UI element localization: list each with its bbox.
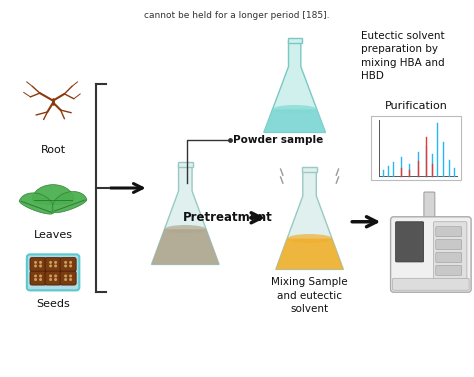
Circle shape [70, 265, 72, 267]
Circle shape [50, 265, 51, 267]
Circle shape [65, 265, 66, 267]
FancyBboxPatch shape [371, 115, 461, 180]
FancyBboxPatch shape [30, 257, 46, 271]
Bar [302, 167, 317, 172]
Circle shape [65, 262, 66, 263]
Bar [288, 38, 302, 43]
Ellipse shape [164, 225, 206, 233]
Text: cannot be held for a longer period [185].: cannot be held for a longer period [185]… [144, 11, 330, 20]
Polygon shape [52, 192, 87, 213]
Circle shape [40, 265, 41, 267]
Circle shape [35, 262, 36, 263]
FancyBboxPatch shape [391, 217, 471, 292]
Circle shape [40, 275, 41, 277]
Ellipse shape [287, 234, 332, 243]
Circle shape [55, 275, 56, 277]
Circle shape [35, 265, 36, 267]
FancyBboxPatch shape [436, 265, 462, 275]
Circle shape [70, 262, 72, 263]
Bar [178, 162, 193, 167]
Polygon shape [264, 41, 326, 132]
Circle shape [50, 262, 51, 263]
Polygon shape [152, 229, 219, 264]
FancyBboxPatch shape [45, 257, 61, 271]
FancyBboxPatch shape [434, 222, 467, 283]
Polygon shape [264, 109, 326, 132]
Circle shape [65, 279, 66, 280]
FancyBboxPatch shape [392, 278, 469, 290]
Circle shape [40, 262, 41, 263]
FancyBboxPatch shape [60, 271, 76, 285]
Circle shape [55, 262, 56, 263]
Circle shape [50, 275, 51, 277]
Circle shape [35, 279, 36, 280]
Circle shape [55, 265, 56, 267]
FancyBboxPatch shape [396, 222, 424, 262]
FancyBboxPatch shape [60, 257, 76, 271]
Polygon shape [276, 239, 343, 270]
Ellipse shape [273, 105, 317, 114]
FancyBboxPatch shape [45, 271, 61, 285]
Polygon shape [19, 193, 54, 214]
Circle shape [65, 275, 66, 277]
Text: Seeds: Seeds [36, 299, 70, 309]
FancyBboxPatch shape [27, 254, 79, 290]
Text: Mixing Sample
and eutectic
solvent: Mixing Sample and eutectic solvent [271, 277, 348, 314]
Circle shape [70, 275, 72, 277]
Circle shape [35, 275, 36, 277]
Text: Powder sample: Powder sample [233, 135, 323, 146]
Polygon shape [32, 185, 74, 204]
Text: Eutectic solvent
preparation by
mixing HBA and
HBD: Eutectic solvent preparation by mixing H… [361, 31, 445, 81]
Polygon shape [152, 165, 219, 264]
Text: Leaves: Leaves [34, 230, 73, 240]
FancyBboxPatch shape [30, 271, 46, 285]
Circle shape [50, 279, 51, 280]
Circle shape [55, 279, 56, 280]
Text: Root: Root [40, 145, 65, 155]
FancyBboxPatch shape [436, 240, 462, 250]
Text: Pretreatment: Pretreatment [183, 211, 273, 224]
Polygon shape [276, 170, 343, 270]
FancyBboxPatch shape [424, 192, 435, 232]
FancyBboxPatch shape [436, 227, 462, 237]
FancyBboxPatch shape [436, 253, 462, 262]
Text: Purification: Purification [384, 101, 447, 110]
Circle shape [40, 279, 41, 280]
Circle shape [70, 279, 72, 280]
